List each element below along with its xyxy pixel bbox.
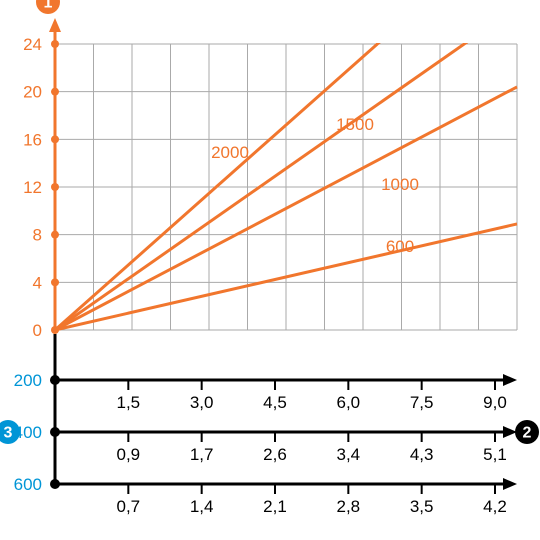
grid [55, 44, 517, 330]
xscale-tick-label: 2,8 [337, 497, 361, 516]
svg-text:3: 3 [4, 425, 13, 442]
xscale-tick-label: 1,7 [190, 445, 214, 464]
series-label: 1500 [336, 115, 374, 134]
xscale-tick-label: 4,5 [263, 393, 287, 412]
y-tick-label: 8 [33, 226, 42, 245]
y-tick-label: 16 [23, 130, 42, 149]
xscale-tick-label: 4,2 [483, 497, 507, 516]
y-tick-label: 0 [33, 321, 42, 340]
xscale-tick-label: 7,5 [410, 393, 434, 412]
y-tick-label: 24 [23, 35, 42, 54]
xscale-tick-label: 0,9 [117, 445, 141, 464]
xscale-tick-label: 4,3 [410, 445, 434, 464]
y-tick-label: 4 [33, 273, 42, 292]
series-label: 2000 [211, 143, 249, 162]
xscale-tick-label: 0,7 [117, 497, 141, 516]
chart-svg: 200015001000600048121620242001,53,04,56,… [0, 0, 540, 540]
xscale-tick-label: 2,1 [263, 497, 287, 516]
top-mask [54, 0, 521, 43]
svg-text:2: 2 [523, 425, 532, 442]
xscale-tick-label: 6,0 [337, 393, 361, 412]
x-scales: 2001,53,04,56,07,59,04000,91,72,63,44,35… [14, 334, 517, 516]
xscale-tick-label: 3,4 [337, 445, 361, 464]
xscale-head: 200 [14, 371, 42, 390]
y-tick-label: 20 [23, 83, 42, 102]
xscale-tick-label: 2,6 [263, 445, 287, 464]
xscale-tick-label: 1,5 [117, 393, 141, 412]
xscale-tick-label: 5,1 [483, 445, 507, 464]
xscale-head: 600 [14, 475, 42, 494]
xscale-tick-label: 9,0 [483, 393, 507, 412]
badge-2: 2 [515, 420, 539, 444]
svg-text:1: 1 [44, 0, 53, 12]
chart-container: 200015001000600048121620242001,53,04,56,… [0, 0, 540, 540]
y-tick-label: 12 [23, 178, 42, 197]
y-axis: 0 4 8 12 16 20 24 [23, 18, 61, 340]
series-label: 600 [386, 237, 414, 256]
xscale-tick-label: 3,0 [190, 393, 214, 412]
xscale-tick-label: 1,4 [190, 497, 214, 516]
series-label: 1000 [381, 175, 419, 194]
xscale-tick-label: 3,5 [410, 497, 434, 516]
